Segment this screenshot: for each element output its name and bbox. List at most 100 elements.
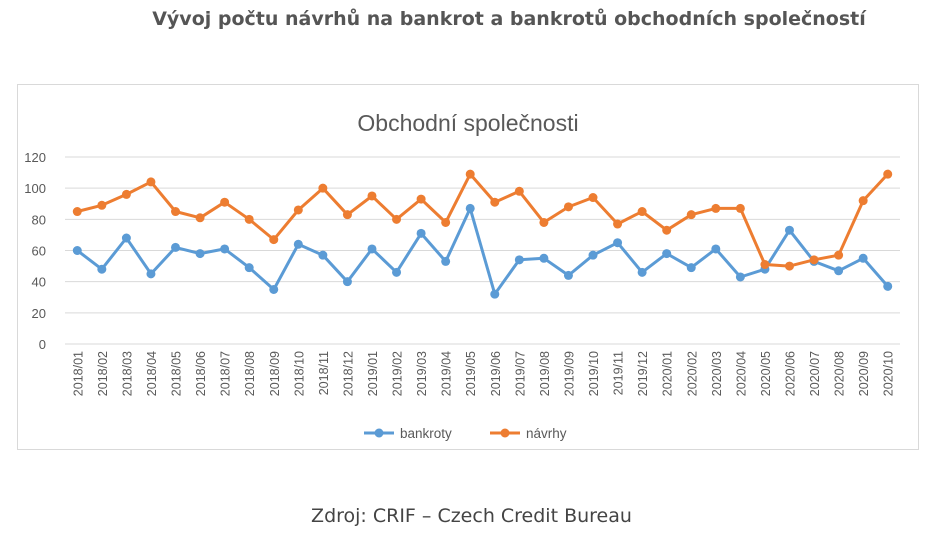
x-tick-label: 2018/08 (243, 351, 257, 396)
x-tick-label: 2018/03 (120, 351, 134, 396)
x-tick-label: 2018/12 (341, 351, 355, 396)
x-tick-label: 2018/10 (292, 351, 306, 396)
chart-frame: Obchodní společnosti 0 20 40 60 80 100 120 2018/… (17, 84, 919, 450)
data-point (465, 169, 475, 179)
data-point (367, 244, 377, 254)
data-point (686, 263, 696, 273)
line-chart: Obchodní společnosti 0 20 40 60 80 100 120 2018/… (24, 110, 900, 441)
data-point (834, 266, 844, 276)
data-point (342, 277, 352, 287)
data-point (858, 253, 868, 263)
x-tick-label: 2019/10 (587, 351, 601, 396)
data-point (121, 233, 131, 243)
data-point (220, 197, 230, 207)
data-point (97, 264, 107, 274)
x-tick-label: 2020/02 (685, 351, 699, 396)
data-point (735, 272, 745, 282)
legend-swatch-marker (500, 428, 510, 438)
data-point (539, 253, 549, 263)
x-tick-label: 2019/12 (636, 351, 650, 396)
data-point (342, 210, 352, 220)
data-point (195, 249, 205, 259)
data-point (588, 193, 598, 203)
data-point (613, 238, 623, 248)
data-point (465, 203, 475, 213)
data-point (146, 269, 156, 279)
y-tick-label: 60 (32, 244, 46, 259)
data-point (97, 200, 107, 210)
x-tick-label: 2019/09 (562, 351, 576, 396)
y-tick-label: 0 (39, 337, 46, 352)
data-point (441, 256, 451, 266)
data-point (72, 246, 82, 255)
x-tick-label: 2018/04 (145, 351, 159, 396)
data-point (637, 267, 647, 277)
x-tick-label: 2020/06 (783, 351, 797, 396)
x-tick-label: 2019/04 (440, 351, 454, 396)
data-point (563, 270, 573, 280)
x-tick-label: 2019/08 (538, 351, 552, 396)
data-point (441, 217, 451, 227)
x-tick-label: 2019/03 (415, 351, 429, 396)
x-tick-label: 2019/11 (612, 351, 626, 395)
data-point (171, 207, 181, 217)
data-point (318, 183, 328, 193)
data-point (293, 205, 303, 215)
data-point (244, 214, 254, 224)
data-point (490, 197, 500, 207)
data-point (613, 219, 623, 229)
data-point (416, 194, 426, 204)
data-point (146, 177, 156, 187)
y-tick-label: 40 (32, 275, 46, 290)
data-point (490, 289, 500, 299)
x-tick-label: 2020/05 (759, 351, 773, 396)
x-tick-label: 2020/07 (808, 351, 822, 396)
data-point (318, 250, 328, 260)
data-point (514, 186, 524, 196)
x-tick-label: 2019/01 (366, 351, 380, 396)
x-tick-label: 2020/01 (661, 351, 675, 396)
legend-label: bankroty (400, 426, 452, 441)
x-tick-label: 2018/05 (170, 351, 184, 396)
data-point (711, 244, 721, 254)
data-point (367, 191, 377, 201)
data-point (416, 228, 426, 238)
source-caption: Zdroj: CRIF – Czech Credit Bureau (311, 505, 632, 527)
x-tick-label: 2018/06 (194, 351, 208, 396)
x-tick-label: 2020/10 (882, 351, 896, 396)
data-point (735, 203, 745, 213)
data-point (72, 207, 82, 217)
page-heading: Vývoj počtu návrhů na bankrot a bankrotů… (152, 8, 866, 30)
data-point (809, 255, 819, 265)
data-point (121, 189, 131, 199)
data-point (392, 267, 402, 277)
x-tick-label: 2018/02 (96, 351, 110, 396)
data-point (858, 196, 868, 206)
legend-swatch-marker (374, 428, 384, 438)
x-tick-label: 2018/09 (268, 351, 282, 396)
data-point (220, 244, 230, 254)
data-point (784, 261, 794, 271)
x-tick-label: 2019/06 (489, 351, 503, 396)
data-point (662, 225, 672, 235)
data-point (293, 239, 303, 249)
x-tick-label: 2018/01 (71, 351, 85, 396)
data-point (392, 214, 402, 224)
x-tick-label: 2020/09 (857, 351, 871, 396)
x-tick-label: 2020/04 (734, 351, 748, 396)
x-tick-label: 2019/05 (464, 351, 478, 396)
y-tick-label: 20 (32, 306, 46, 321)
data-point (711, 203, 721, 213)
data-point (637, 207, 647, 217)
data-point (563, 202, 573, 212)
data-point (588, 250, 598, 260)
x-tick-label: 2019/02 (391, 351, 405, 396)
series-line-bankroty (76, 206, 889, 296)
data-point (244, 263, 254, 273)
y-tick-label: 120 (24, 150, 46, 165)
data-point (686, 210, 696, 220)
data-point (662, 249, 672, 259)
data-point (883, 169, 893, 179)
data-point (514, 255, 524, 265)
x-tick-label: 2018/11 (317, 351, 331, 395)
